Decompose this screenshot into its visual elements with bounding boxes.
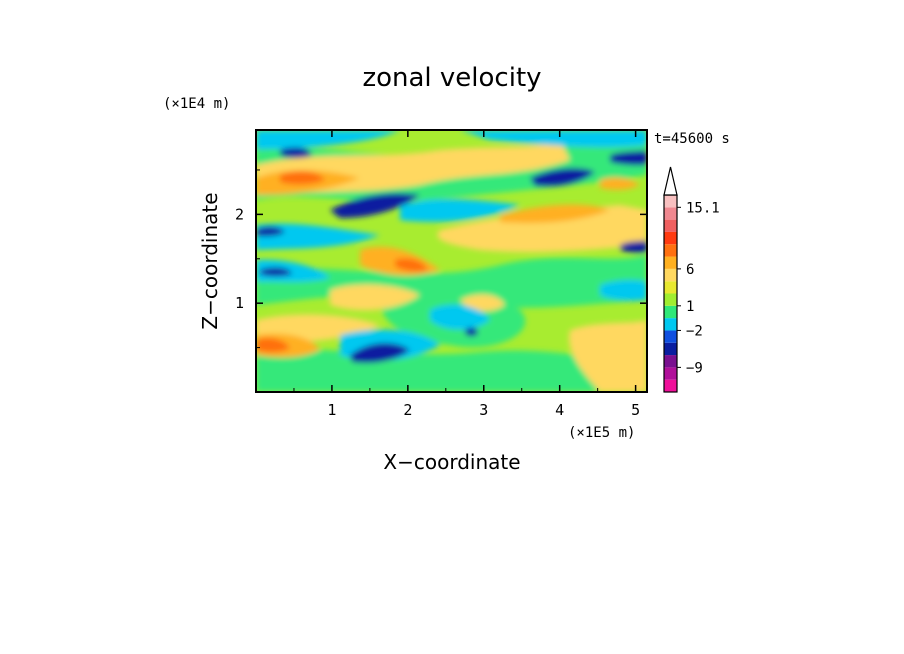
x-tick-label: 1 [327,401,336,419]
colorbar-segment [664,342,677,356]
colorbar-segment [664,318,677,331]
colorbar-segment [664,244,677,257]
colorbar-label: −2 [686,323,703,339]
contour-field [256,130,647,392]
colorbar-segment [664,379,677,392]
colorbar-segment [664,231,677,245]
colorbar-segment [664,268,677,282]
time-label: t=45600 s [654,131,730,147]
colorbar-label: 6 [686,262,694,278]
y-unit-label: (×1E4 m) [163,96,230,112]
x-unit-label: (×1E5 m) [568,425,635,441]
y-axis-title: Z−coordinate [198,192,222,329]
colorbar-segment [664,281,677,294]
colorbar-segment [664,305,677,319]
colorbar-segment [664,330,677,343]
plot-frame [255,129,648,393]
colorbar-segment [664,256,677,269]
colorbar-label: 15.1 [686,200,720,216]
colorbar-segment [664,207,677,220]
x-tick-label: 5 [631,401,640,419]
x-tick-label: 4 [555,401,564,419]
colorbar-segment [664,355,677,368]
colorbar-segment [664,219,677,232]
colorbar: 15.1 6 1 −2 −9 [663,166,720,393]
colorbar-label: 1 [686,299,694,315]
colorbar-segment [664,293,677,306]
x-axis: 1 2 3 4 5 [293,130,640,419]
y-tick-label: 1 [235,294,244,312]
colorbar-label: −9 [686,360,703,376]
x-tick-label: 2 [403,401,412,419]
y-tick-label: 2 [235,205,244,223]
x-axis-title: X−coordinate [383,450,520,474]
colorbar-segment [664,195,677,208]
chart-title: zonal velocity [362,63,541,93]
colorbar-segment [664,367,677,380]
y-axis: 12 [235,169,647,349]
colorbar-extend-arrow [663,166,678,196]
x-tick-label: 3 [479,401,488,419]
